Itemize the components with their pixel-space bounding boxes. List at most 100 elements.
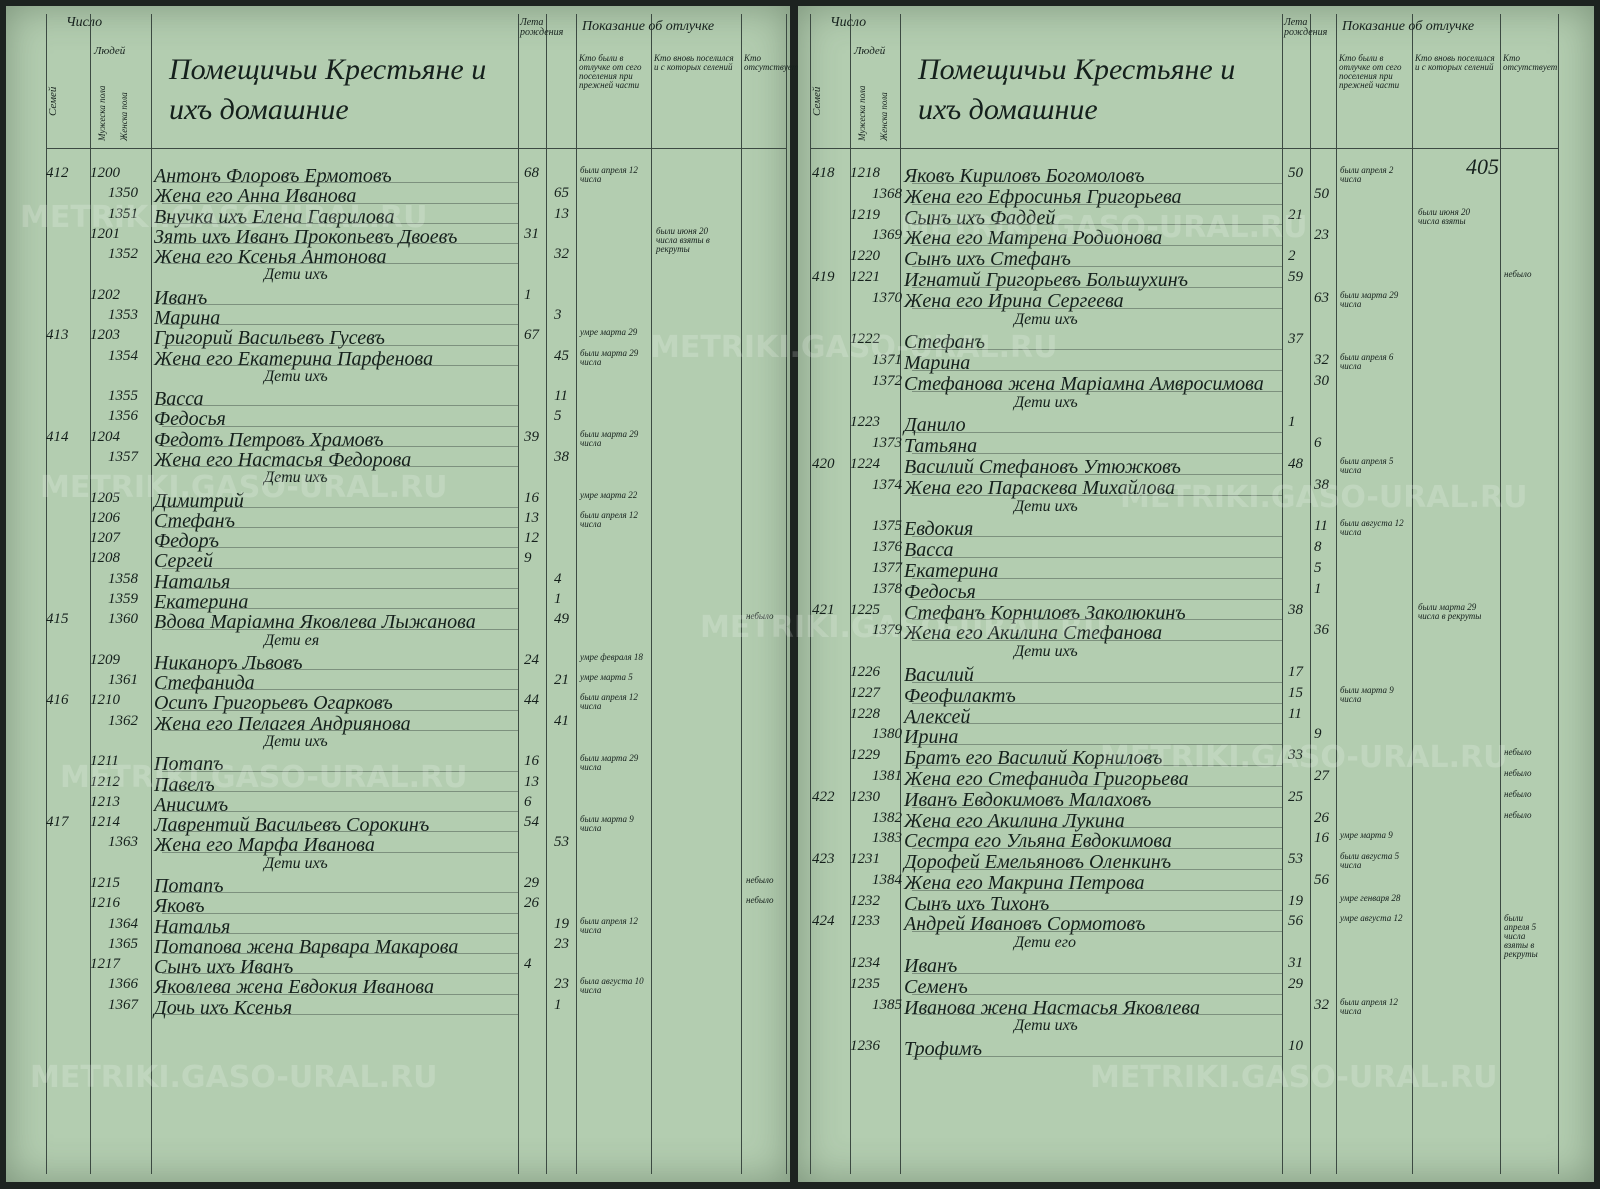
female-no: 1351: [108, 205, 138, 222]
number-label: Число: [830, 15, 867, 30]
female-no: 1370: [872, 289, 902, 306]
dash-line: [912, 848, 1282, 850]
column-rule: [518, 14, 519, 1174]
people-label: Людей: [854, 45, 886, 57]
watermark: METRIKI.GASO-URAL.RU: [900, 210, 1308, 245]
families-label: Семей: [811, 86, 823, 116]
column-rule: [900, 14, 901, 1174]
name: Васса: [904, 539, 954, 562]
male-no: 1205: [90, 489, 120, 506]
column-rule: [1412, 14, 1413, 1174]
name: Стефанъ Корниловъ Заколюкинъ: [904, 601, 1186, 624]
male-no: 1204: [90, 428, 120, 445]
dash-line: [162, 790, 518, 792]
name: Иванъ: [904, 955, 958, 978]
female-age: 19: [554, 915, 569, 932]
male-no: 1227: [850, 684, 880, 701]
dash-line: [912, 681, 1282, 683]
female-no: 1359: [108, 591, 138, 607]
away-col: Кто отсутствует: [744, 53, 799, 72]
children-heading: Дети ихъ: [264, 367, 328, 385]
name: Трофимъ: [904, 1038, 982, 1061]
dash-line: [912, 494, 1282, 496]
dash-line: [912, 827, 1282, 829]
note: были марта 9 числа: [1340, 684, 1394, 704]
male-age: 50: [1288, 165, 1303, 181]
male-age: 15: [1288, 684, 1303, 701]
name: Жена его Матрена Родионова: [904, 227, 1163, 250]
male-age: 39: [524, 428, 539, 445]
female-age: 1: [554, 591, 562, 607]
new-col: Кто вновь поселился и с которых селений: [654, 53, 734, 72]
column-rule: [90, 14, 91, 1174]
children-heading: Дети ихъ: [1014, 497, 1078, 515]
name: Жена его Макрина Петрова: [904, 871, 1145, 894]
dash-line: [912, 868, 1282, 870]
family: 415: [46, 611, 69, 628]
title: Помещичьи Крестьяне и ихъ домашние: [169, 53, 487, 126]
male-age: 25: [1288, 788, 1303, 805]
note: были апреля 12 числа: [1340, 996, 1398, 1016]
female-no: 1353: [108, 307, 138, 323]
dash-line: [162, 263, 518, 265]
column-rule: [151, 14, 152, 1174]
dash-line: [162, 1014, 518, 1015]
name: Яковлева жена Евдокия Иванова: [154, 976, 434, 999]
dash-line: [162, 405, 518, 407]
female-no: 1372: [872, 372, 902, 389]
male-age: 1: [524, 286, 532, 303]
name: Жена его Настасья Федорова: [154, 449, 412, 471]
male-age: 56: [1288, 913, 1303, 930]
male-age: 26: [524, 895, 539, 912]
name: Дочь ихъ Ксенья: [154, 996, 293, 1019]
away-col: Кто отсутствует: [1503, 53, 1558, 72]
dash-line: [162, 588, 518, 589]
male-age: 1: [1288, 414, 1296, 431]
female-no: 1383: [872, 830, 902, 847]
female-no: 1373: [872, 435, 902, 452]
dash-line: [912, 432, 1282, 434]
female-no: 1354: [108, 347, 138, 364]
male-no: 1211: [90, 753, 119, 770]
dash-line: [912, 265, 1282, 267]
female-no: 1360: [108, 611, 138, 628]
name: Василий: [904, 663, 974, 686]
female-age: 23: [554, 935, 569, 952]
note: умре марта 22: [580, 489, 638, 500]
name: Жена его Анна Иванова: [154, 185, 357, 208]
female-age: 49: [554, 611, 569, 628]
column-rule: [741, 14, 742, 1174]
note: умре февраля 18: [580, 651, 643, 662]
female-age: 4: [554, 570, 562, 587]
male-no: 1226: [850, 663, 880, 680]
dash-line: [912, 245, 1282, 247]
dash-line: [162, 506, 518, 508]
absent-col: Кто были в отлучке от сего поселения при…: [1339, 53, 1402, 90]
note: были марта 29 числа: [1340, 289, 1399, 309]
note: были апреля 12 числа: [580, 915, 638, 935]
female-no: 1358: [108, 570, 138, 587]
name: Алексей: [904, 705, 971, 728]
male-no: 1224: [850, 456, 880, 473]
female-no: 1369: [872, 227, 902, 244]
male-no: 1233: [850, 913, 880, 930]
female-age: 56: [1314, 871, 1329, 888]
column-rule: [1282, 14, 1283, 1174]
dash-line: [162, 364, 518, 366]
name: Жена его Пелагея Андриянова: [154, 712, 411, 735]
header-rule: [810, 148, 1558, 149]
female-age: 32: [554, 246, 569, 263]
number-label: Число: [66, 15, 103, 30]
name: Стефанъ: [154, 509, 235, 532]
note: умре августа 12: [1340, 913, 1403, 924]
dash-line: [912, 640, 1282, 642]
family: 416: [46, 692, 69, 709]
male-age: 21: [1288, 206, 1303, 223]
name: Иванова жена Настасья Яковлева: [904, 996, 1200, 1019]
name: Феофилактъ: [904, 684, 1016, 707]
note: умре генваря 28: [1340, 892, 1401, 903]
name: Федосья: [154, 408, 226, 431]
name: Жена его Ксенья Антонова: [154, 246, 387, 269]
dash-line: [912, 702, 1282, 704]
